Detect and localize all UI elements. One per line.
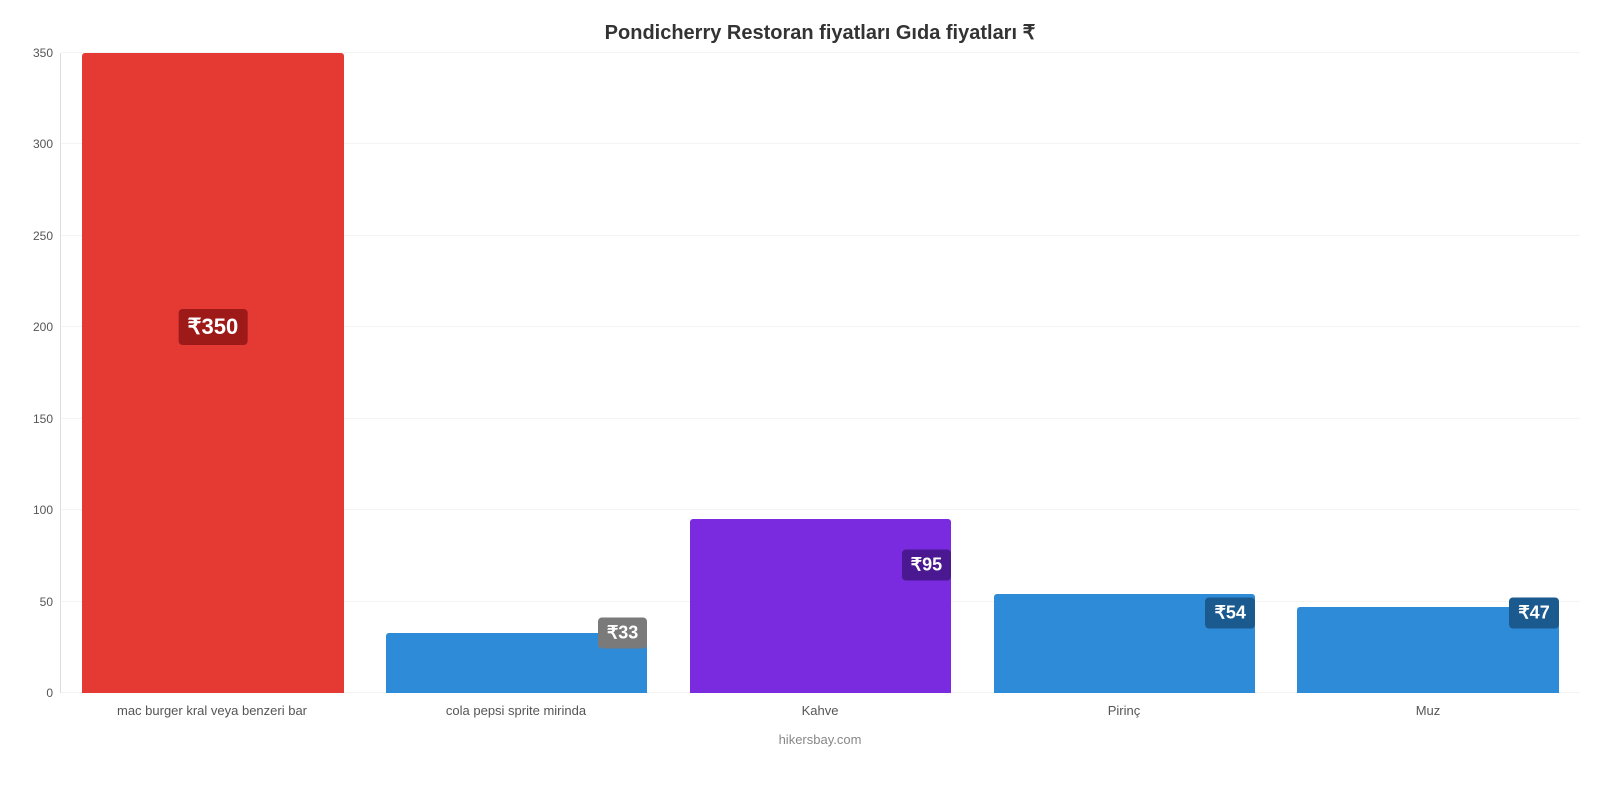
x-axis: mac burger kral veya benzeri barcola pep… bbox=[60, 699, 1580, 718]
y-tick-label: 250 bbox=[33, 229, 61, 243]
bar-slot: ₹47 bbox=[1276, 53, 1580, 693]
y-tick-label: 200 bbox=[33, 320, 61, 334]
y-tick-label: 350 bbox=[33, 46, 61, 60]
x-tick-label: cola pepsi sprite mirinda bbox=[364, 699, 668, 718]
price-chart: Pondicherry Restoran fiyatları Gıda fiya… bbox=[0, 0, 1600, 800]
y-tick-label: 100 bbox=[33, 503, 61, 517]
bar-value-label: ₹95 bbox=[902, 550, 951, 581]
x-tick-label: Muz bbox=[1276, 699, 1580, 718]
bar bbox=[82, 53, 343, 693]
y-tick-label: 0 bbox=[46, 686, 61, 700]
bar-slot: ₹33 bbox=[365, 53, 669, 693]
chart-credit: hikersbay.com bbox=[60, 732, 1580, 747]
plot-area: 050100150200250300350₹350₹33₹95₹54₹47 bbox=[60, 53, 1580, 693]
bar-value-label: ₹350 bbox=[179, 309, 248, 345]
bar-value-label: ₹33 bbox=[598, 617, 647, 648]
x-tick-label: Kahve bbox=[668, 699, 972, 718]
x-tick-label: Pirinç bbox=[972, 699, 1276, 718]
bar-slot: ₹95 bbox=[669, 53, 973, 693]
bar-value-label: ₹47 bbox=[1509, 597, 1558, 628]
y-tick-label: 50 bbox=[40, 595, 61, 609]
bars-row: ₹350 ₹33 ₹95 ₹54 ₹47 bbox=[61, 53, 1580, 693]
bar-slot: ₹350 bbox=[61, 53, 365, 693]
bar bbox=[690, 519, 951, 693]
chart-title: Pondicherry Restoran fiyatları Gıda fiya… bbox=[60, 20, 1580, 45]
bar-slot: ₹54 bbox=[972, 53, 1276, 693]
y-tick-label: 150 bbox=[33, 412, 61, 426]
x-tick-label: mac burger kral veya benzeri bar bbox=[60, 699, 364, 718]
bar-value-label: ₹54 bbox=[1205, 597, 1254, 628]
y-tick-label: 300 bbox=[33, 137, 61, 151]
